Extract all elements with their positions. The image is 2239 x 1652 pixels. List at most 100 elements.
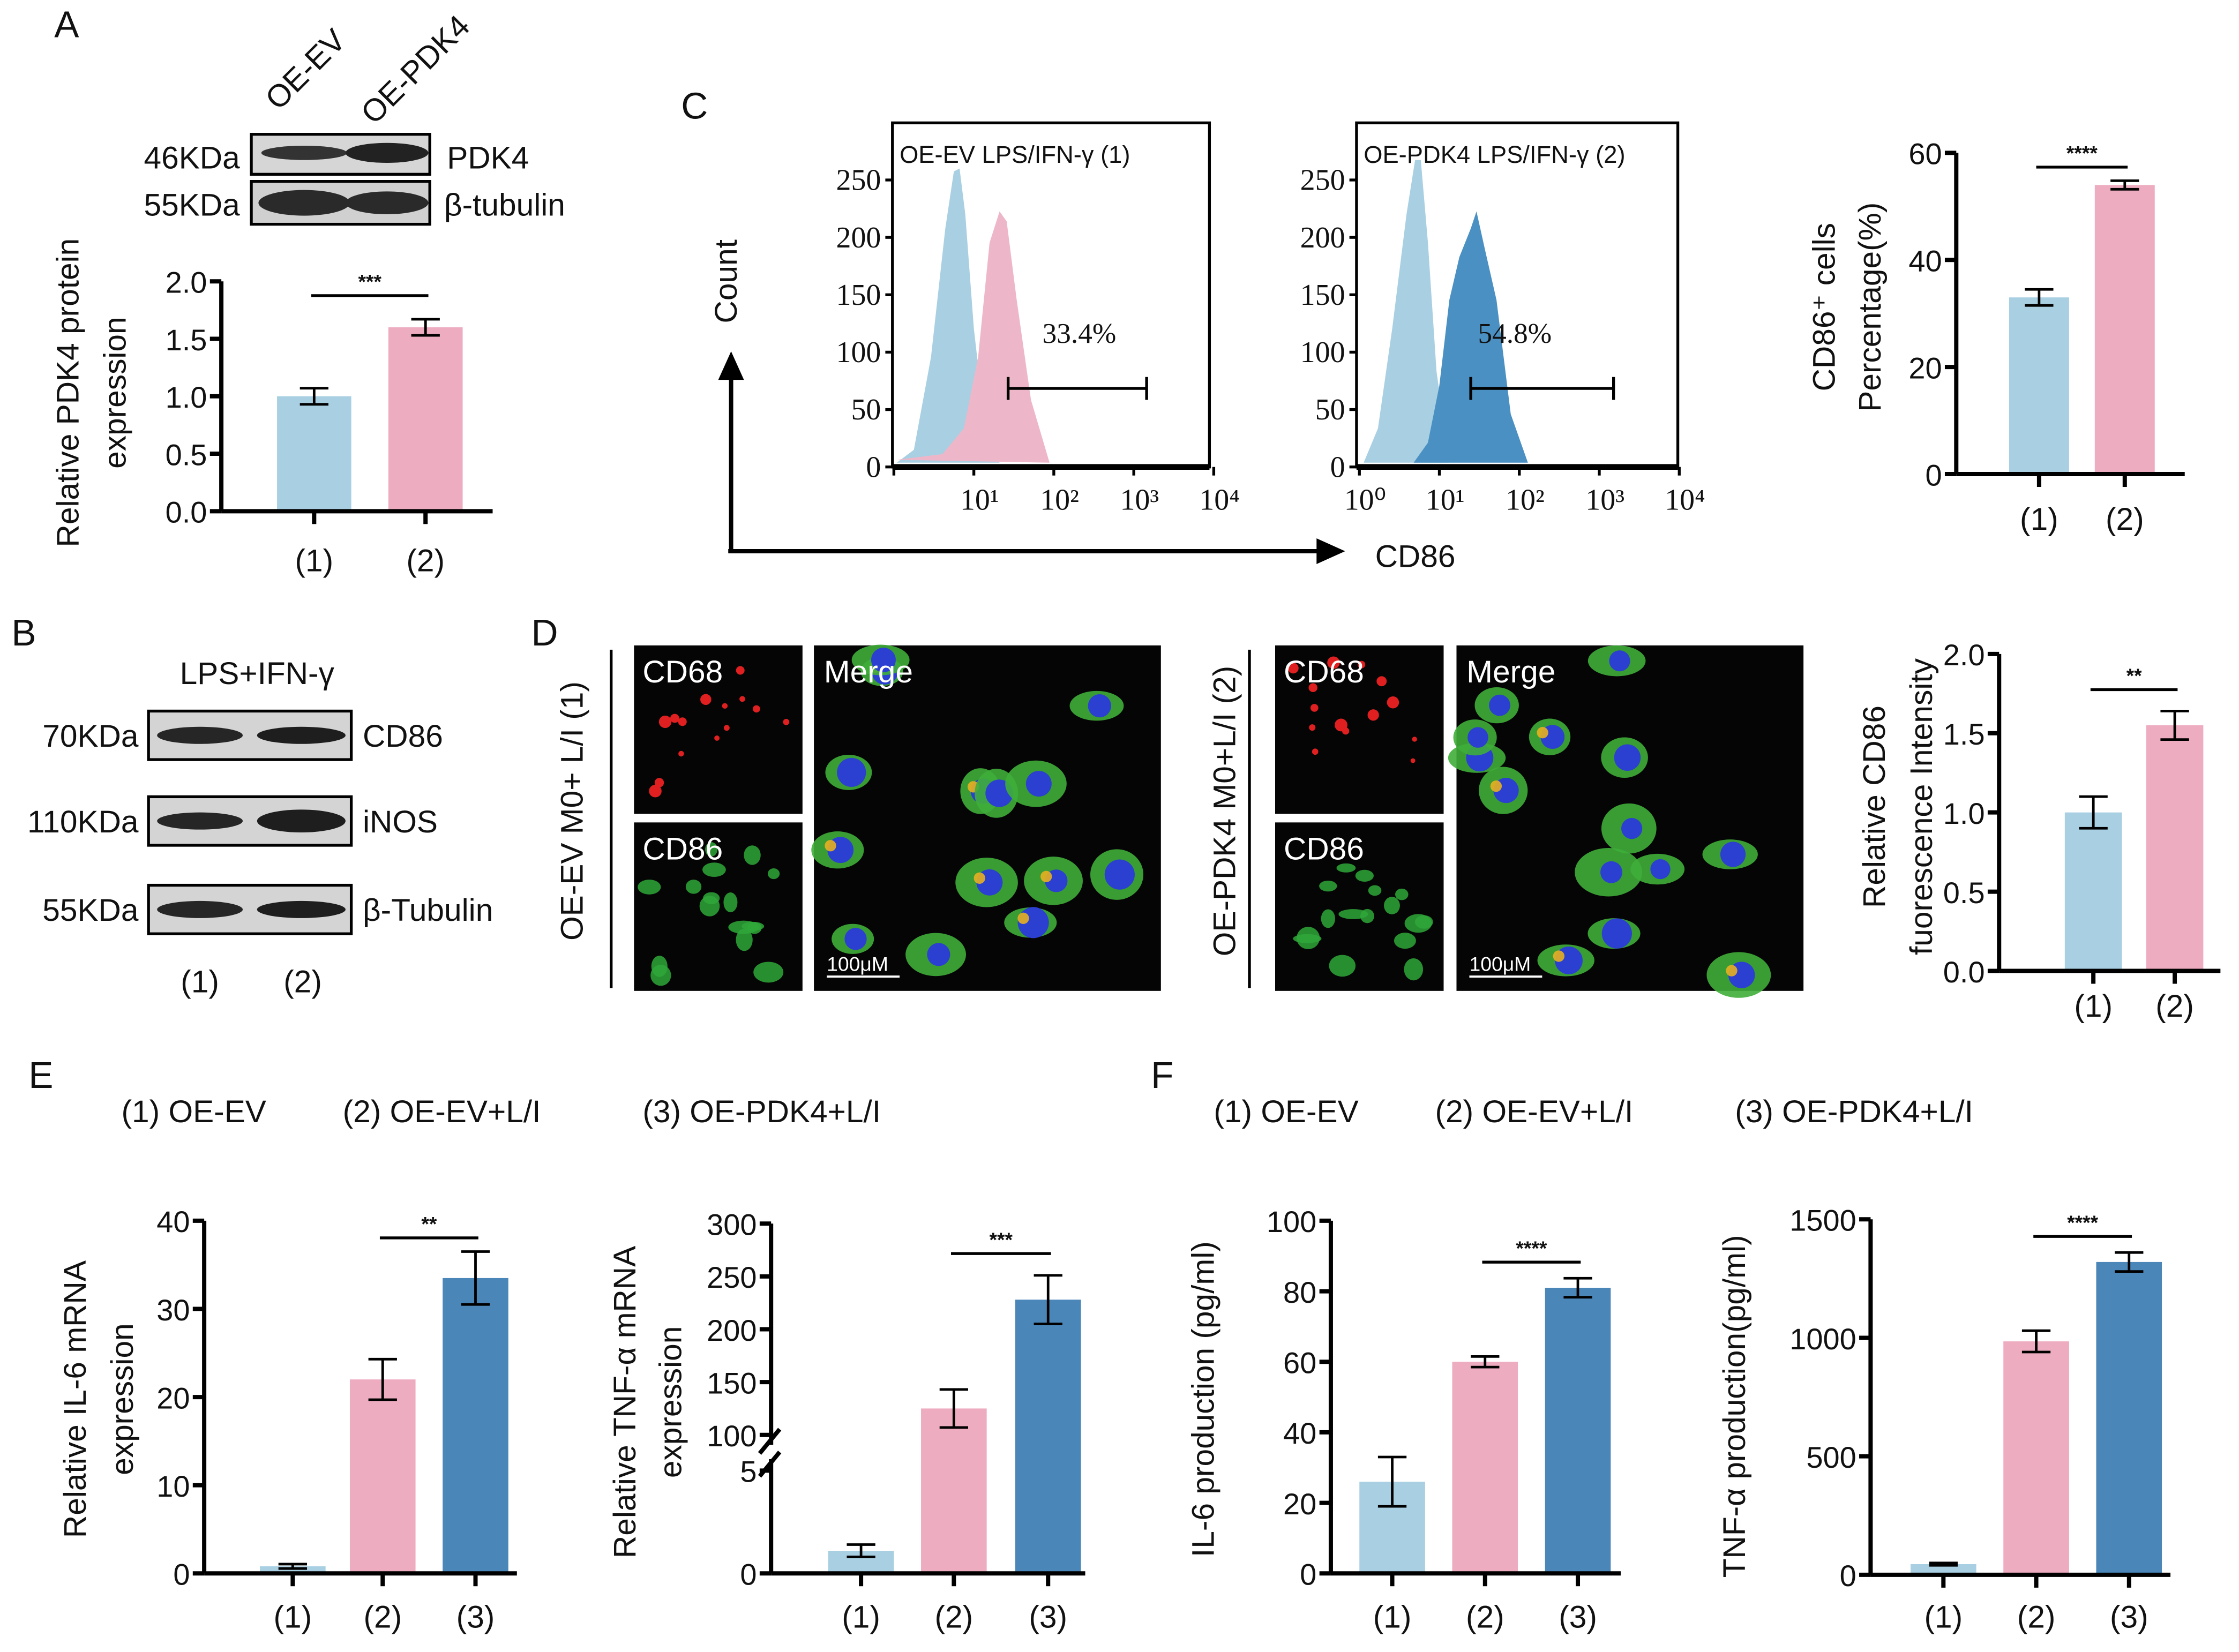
lane-label: (1) [181,964,219,999]
western-blot-a: OE-EV OE-PDK4 46KDa 55KDa PDK4 β-tubulin [144,9,565,226]
nucleus [871,648,896,672]
cell-signal [1355,869,1374,882]
histogram-curve [896,211,1050,463]
cell-signal [1329,955,1356,977]
lane-label: OE-PDK4 [355,9,477,131]
cell-signal [739,696,745,702]
flow-y-label: Count [709,239,744,323]
bar [1452,1362,1518,1574]
y-tick-label: 150 [707,1366,757,1400]
nucleus [1104,859,1135,890]
blot-size: 110KDa [27,805,139,839]
arrowhead-icon [718,351,744,380]
y-axis-label: expression [105,1323,140,1475]
x-tick-label: (1) [1373,1600,1412,1634]
error-bar [847,1543,875,1558]
cell-signal [753,962,784,983]
significance-label: ** [421,1213,437,1235]
error-bar [1377,1455,1407,1508]
bar [2096,1261,2162,1575]
colocalization [1537,727,1548,739]
y-tick-label: 200 [836,221,881,254]
group-label: OE-PDK4 M0+L/I (2) [1207,666,1242,956]
bar [2064,812,2122,971]
legend-f: (1) OE-EV (2) OE-EV+L/I (3) OE-PDK4+L/I [1214,1094,1973,1129]
y-tick-label: 0.0 [1943,955,1985,989]
scale-bar-label: 100μM [827,953,888,975]
error-bar [1471,1355,1500,1369]
y-axis-label: Relative CD86 [1857,705,1892,908]
y-tick-label: 100 [707,1419,757,1453]
y-tick-label: 100 [836,336,881,369]
bar [1545,1287,1611,1574]
group-label: OE-EV M0+ L/I (1) [555,681,589,941]
error-bar [939,1388,968,1429]
cell-signal [1410,758,1416,763]
nucleus [1088,694,1111,718]
blot-protein: β-Tubulin [363,893,493,928]
y-tick-label: 0 [1926,458,1942,492]
error-bar [461,1250,490,1306]
cell-signal [753,705,760,713]
error-bar [1563,1276,1592,1299]
cell-signal [650,965,671,986]
significance-label: **** [2066,142,2098,164]
panel-letter-c: C [681,85,708,126]
cell-signal [723,892,738,913]
lane-label: (2) [283,964,322,999]
y-tick-label: 0.0 [166,495,207,529]
y-tick-label: 1.5 [1943,717,1985,751]
cell-signal [1367,709,1379,721]
x-tick-label: 10¹ [1426,484,1465,517]
legend-e: (1) OE-EV (2) OE-EV+L/I (3) OE-PDK4+L/I [122,1094,881,1129]
bar-chart-f2: 0 500 1000 1500 (1) (2) (3) **** TNF-α productio… [1717,1204,2171,1634]
error-bar [411,318,440,337]
y-tick-label: 50 [1315,393,1345,426]
x-tick-label: 10⁰ [1344,484,1386,517]
gate-marker [1469,377,1615,400]
y-axis-label: expression [98,317,133,469]
channel-image [1275,645,1444,814]
microscopy-group: OE-EV M0+ L/I (1) CD68 CD86 Merge 100μM [555,644,1161,991]
blot-band [345,142,429,163]
y-tick-label: 1500 [1789,1204,1856,1237]
y-tick-label: 200 [707,1313,757,1347]
blot-band [157,812,243,830]
y-tick-label: 0 [1300,1558,1316,1591]
panel-letter-a: A [54,3,79,45]
nucleus [927,943,950,966]
bar [277,396,351,512]
y-tick-label: 150 [836,279,881,312]
y-axis-label: TNF-α production(pg/ml) [1717,1235,1752,1578]
cell-signal [1310,704,1319,712]
nucleus [1609,650,1630,672]
blot-size: 46KDa [144,141,240,176]
bar-chart-c: 0 20 40 60 (1) (2) **** CD86⁺ cells Percentage(%… [1807,137,2185,537]
legend-item: (3) OE-PDK4+L/I [1735,1094,1973,1129]
blot-size: 70KDa [42,719,139,754]
immunofluorescence-images: OE-EV M0+ L/I (1)CD68CD86Merge100μMOE-PD… [555,644,1804,998]
x-tick-label: (1) [842,1600,880,1634]
cell-signal [1394,933,1416,949]
nucleus [1025,771,1052,797]
nucleus [1600,861,1622,883]
channel-label: CD68 [642,655,723,689]
error-bar [2110,179,2139,191]
cell-signal [722,703,728,709]
western-blot-b: LPS+IFN-γ 70KDa CD86 110KDa iNOS 55KDa β-Tubu… [27,656,493,1000]
blot-protein: PDK4 [447,141,529,176]
cell-signal [1412,737,1417,742]
cell-signal [702,862,726,877]
y-tick-label: 100 [1300,336,1345,369]
x-tick-label: 10³ [1585,484,1624,517]
blot-band [257,726,346,744]
x-tick-label: (2) [2106,502,2144,537]
y-tick-label: 0 [1330,450,1345,484]
y-tick-label: 5 [740,1455,757,1489]
cell-signal [678,717,687,726]
bar [2146,725,2204,971]
nucleus [1720,842,1746,867]
x-tick-label: 10⁴ [1665,484,1705,517]
gate-percent: 54.8% [1478,318,1552,349]
